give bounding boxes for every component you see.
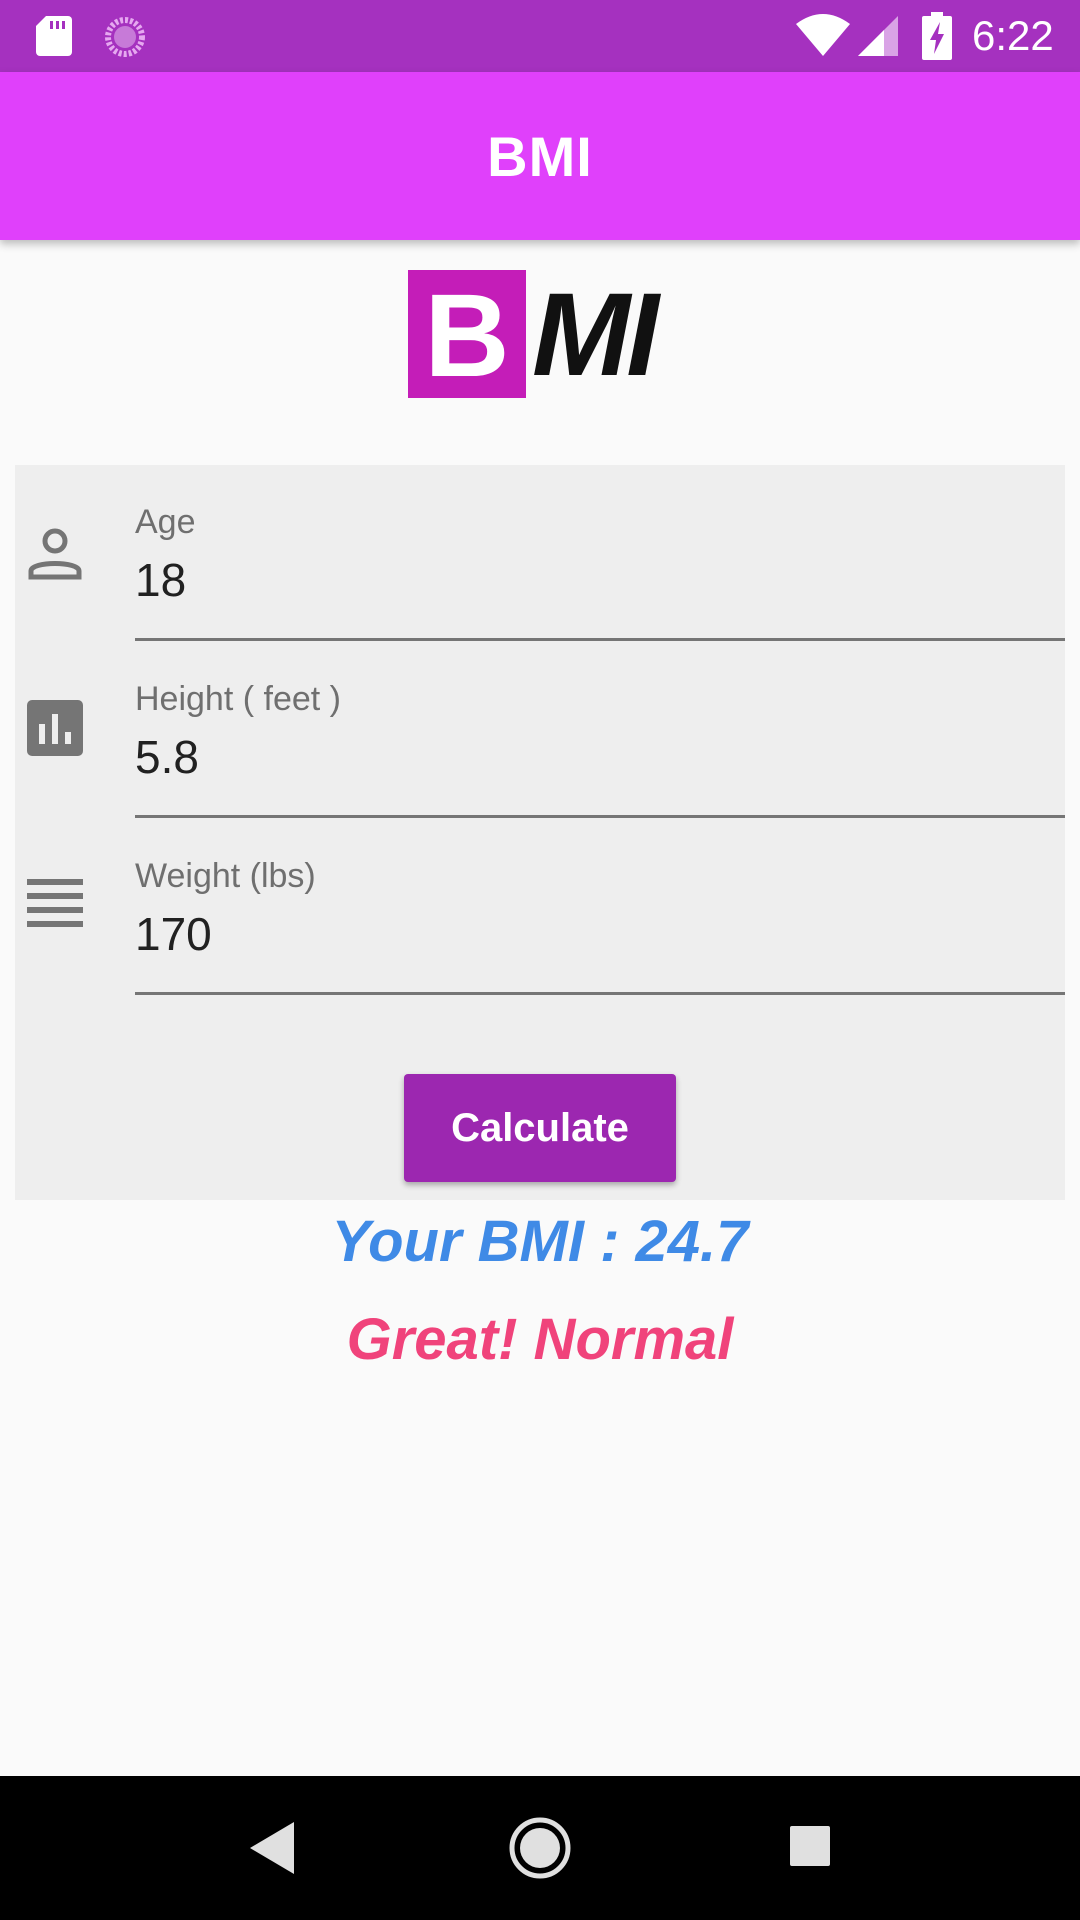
- recents-icon[interactable]: [790, 1826, 830, 1866]
- weight-field[interactable]: Weight (lbs): [15, 819, 1065, 995]
- height-field[interactable]: Height ( feet ): [15, 642, 1065, 818]
- logo-rest-letters: MI: [532, 269, 659, 401]
- age-underline: [135, 638, 1065, 641]
- age-field[interactable]: Age: [15, 465, 1065, 641]
- bmi-form: Age Height ( feet ) Weight (lbs): [15, 465, 1065, 1200]
- app-bar: BMI: [0, 72, 1080, 240]
- signal-icon: [858, 16, 898, 56]
- weight-input[interactable]: [135, 907, 1035, 961]
- sd-card-icon: [36, 16, 72, 56]
- height-label: Height ( feet ): [135, 680, 341, 718]
- logo-box: B: [408, 270, 526, 398]
- bmi-logo: B MI: [408, 270, 664, 400]
- height-input[interactable]: [135, 730, 1035, 784]
- bar-chart-icon: [27, 700, 83, 756]
- weight-label: Weight (lbs): [135, 857, 316, 895]
- age-label: Age: [135, 503, 196, 541]
- wifi-icon: [796, 14, 850, 56]
- calculate-button[interactable]: Calculate: [404, 1074, 676, 1182]
- sync-icon: [105, 17, 145, 57]
- status-clock: 6:22: [972, 12, 1054, 59]
- battery-charging-icon: [922, 12, 952, 60]
- age-input[interactable]: [135, 553, 1035, 607]
- weight-underline: [135, 992, 1065, 995]
- logo-box-letter: B: [424, 270, 510, 402]
- bmi-status: Great! Normal: [346, 1307, 734, 1372]
- back-icon[interactable]: [246, 1820, 298, 1876]
- navigation-bar: [0, 1776, 1080, 1920]
- status-bar: 6:22: [0, 0, 1080, 72]
- app-title: BMI: [487, 124, 593, 188]
- list-lines-icon: [27, 879, 83, 927]
- bmi-result: Your BMI : 24.7: [331, 1209, 749, 1274]
- person-icon: [28, 528, 82, 580]
- home-icon[interactable]: [508, 1816, 572, 1880]
- height-underline: [135, 815, 1065, 818]
